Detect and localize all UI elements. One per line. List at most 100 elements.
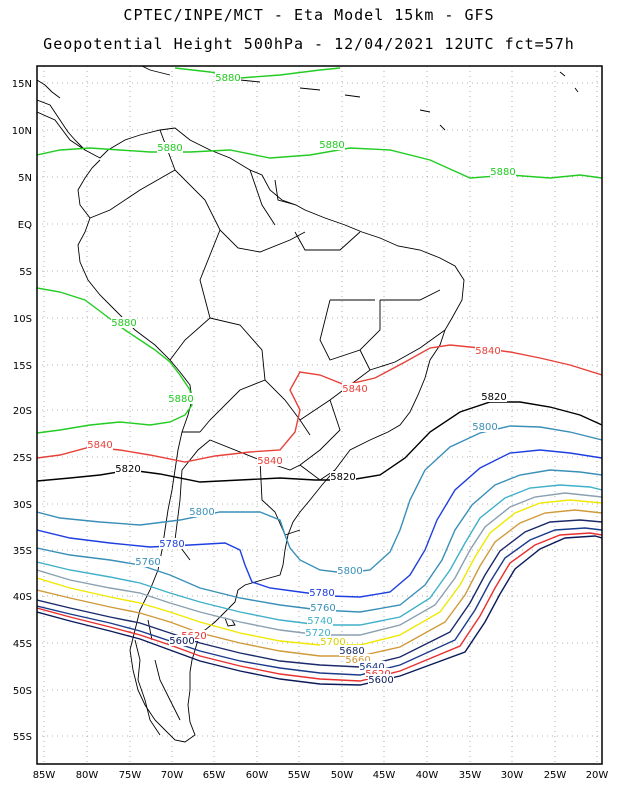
contour-label-bg <box>135 556 161 567</box>
contour-label: 5780 <box>309 588 334 599</box>
contour-label-bg <box>189 506 215 517</box>
contour-5840 <box>37 344 602 463</box>
contour-label: 5600 <box>368 675 393 686</box>
contour-label-bg <box>320 636 346 647</box>
contour-label-bg <box>215 72 241 83</box>
contour-label: 5840 <box>475 346 500 357</box>
contour-label: 5880 <box>215 73 240 84</box>
lon-tick-label: 55W <box>288 770 311 781</box>
lat-tick-label: 5S <box>19 267 32 278</box>
contour-label: 5880 <box>157 143 182 154</box>
contour-label-bg <box>159 538 185 549</box>
lon-tick-label: 60W <box>246 770 269 781</box>
contour-label: 5680 <box>339 646 364 657</box>
contour-label-bg <box>330 471 356 482</box>
contour-5620 <box>37 532 602 682</box>
contour-5880-south <box>37 287 193 434</box>
contour-label: 5820 <box>330 472 355 483</box>
contour-label: 5760 <box>310 603 335 614</box>
lat-tick-label: 50S <box>13 686 32 697</box>
lon-tick-label: 70W <box>161 770 184 781</box>
contour-label: 5880 <box>168 394 193 405</box>
map-frame <box>36 65 603 765</box>
lat-tick-label: 15S <box>13 361 32 372</box>
lat-tick-label: 10N <box>12 126 32 137</box>
lon-tick-label: 65W <box>203 770 226 781</box>
contour-label: 5720 <box>305 628 330 639</box>
contour-label: 5800 <box>337 566 362 577</box>
lat-tick-label: 35S <box>13 546 32 557</box>
contour-label: 5660 <box>345 655 370 666</box>
contour-label: 5600 <box>169 636 194 647</box>
contour-label-bg <box>307 615 333 626</box>
contour-label-bg <box>481 391 507 402</box>
contour-label: 5840 <box>87 440 112 451</box>
contour-label: 5820 <box>481 392 506 403</box>
lat-tick-label: 25S <box>13 453 32 464</box>
contour-5740 <box>37 484 602 626</box>
contour-label-bg <box>368 674 394 685</box>
lat-tick-label: EQ <box>18 220 32 231</box>
contour-label-bg <box>365 668 391 679</box>
contour-label-bg <box>337 565 363 576</box>
lon-tick-label: 30W <box>501 770 524 781</box>
lon-tick-label: 75W <box>119 770 142 781</box>
contour-label: 5700 <box>320 637 345 648</box>
lon-tick-label: 50W <box>331 770 354 781</box>
contour-label: 5880 <box>111 318 136 329</box>
lat-tick-label: 5N <box>18 173 32 184</box>
contour-label-bg <box>475 345 501 356</box>
central-america-coastline <box>37 99 86 151</box>
map-title-line2: Geopotential Height 500hPa - 12/04/2021 … <box>43 35 575 53</box>
contour-label: 5760 <box>135 557 160 568</box>
contour-label: 5740 <box>307 616 332 627</box>
contour-label-bg <box>168 393 194 404</box>
lon-tick-label: 20W <box>586 770 609 781</box>
contour-label-bg <box>157 142 183 153</box>
map-title-line1: CPTEC/INPE/MCT - Eta Model 15km - GFS <box>123 6 495 24</box>
lat-lon-grid <box>37 66 602 764</box>
contour-label-bg <box>319 139 345 150</box>
contour-label: 5820 <box>115 464 140 475</box>
lon-tick-label: 80W <box>76 770 99 781</box>
lon-tick-label: 45W <box>373 770 396 781</box>
contour-label: 5840 <box>342 384 367 395</box>
contour-label: 5640 <box>359 662 384 673</box>
contour-label-bg <box>339 645 365 656</box>
contour-label-bg <box>309 587 335 598</box>
coastline-and-borders <box>37 66 579 743</box>
contour-label-bg <box>310 602 336 613</box>
contour-label-bg <box>472 421 498 432</box>
contour-label: 5880 <box>490 167 515 178</box>
lat-tick-label: 40S <box>13 592 32 603</box>
contour-label: 5880 <box>319 140 344 151</box>
lat-tick-label: 20S <box>13 406 32 417</box>
contour-label-bg <box>257 455 283 466</box>
contour-5720 <box>37 492 602 636</box>
longitude-labels: 85W 80W 75W 70W 65W 60W 55W 50W 45W 40W 35W 30W 25W 2… <box>33 770 609 781</box>
contour-label: 5780 <box>159 539 184 550</box>
contour-5880-north <box>174 67 341 79</box>
lon-tick-label: 25W <box>544 770 567 781</box>
contour-label-bg <box>115 463 141 474</box>
contour-label-bg <box>111 317 137 328</box>
lon-tick-label: 85W <box>33 770 56 781</box>
lat-tick-label: 55S <box>13 732 32 743</box>
contour-label: 5800 <box>472 422 497 433</box>
contour-label-bg <box>490 166 516 177</box>
contour-label: 5840 <box>257 456 282 467</box>
contour-label-bg <box>359 661 385 672</box>
contour-label-bg <box>87 439 113 450</box>
contour-label-bg <box>305 627 331 638</box>
contour-label-bg <box>342 383 368 394</box>
country-borders <box>89 129 446 641</box>
lon-tick-label: 40W <box>416 770 439 781</box>
contour-label-bg <box>345 654 371 665</box>
lat-tick-label: 30S <box>13 500 32 511</box>
contour-label-bg <box>169 635 195 646</box>
contour-labels: 5880 5880 5880 5880 5880 5880 5840 5840 5840 5840… <box>87 72 516 686</box>
lat-tick-label: 10S <box>13 314 32 325</box>
contour-5600 <box>37 535 602 686</box>
contour-5800 <box>37 425 602 574</box>
